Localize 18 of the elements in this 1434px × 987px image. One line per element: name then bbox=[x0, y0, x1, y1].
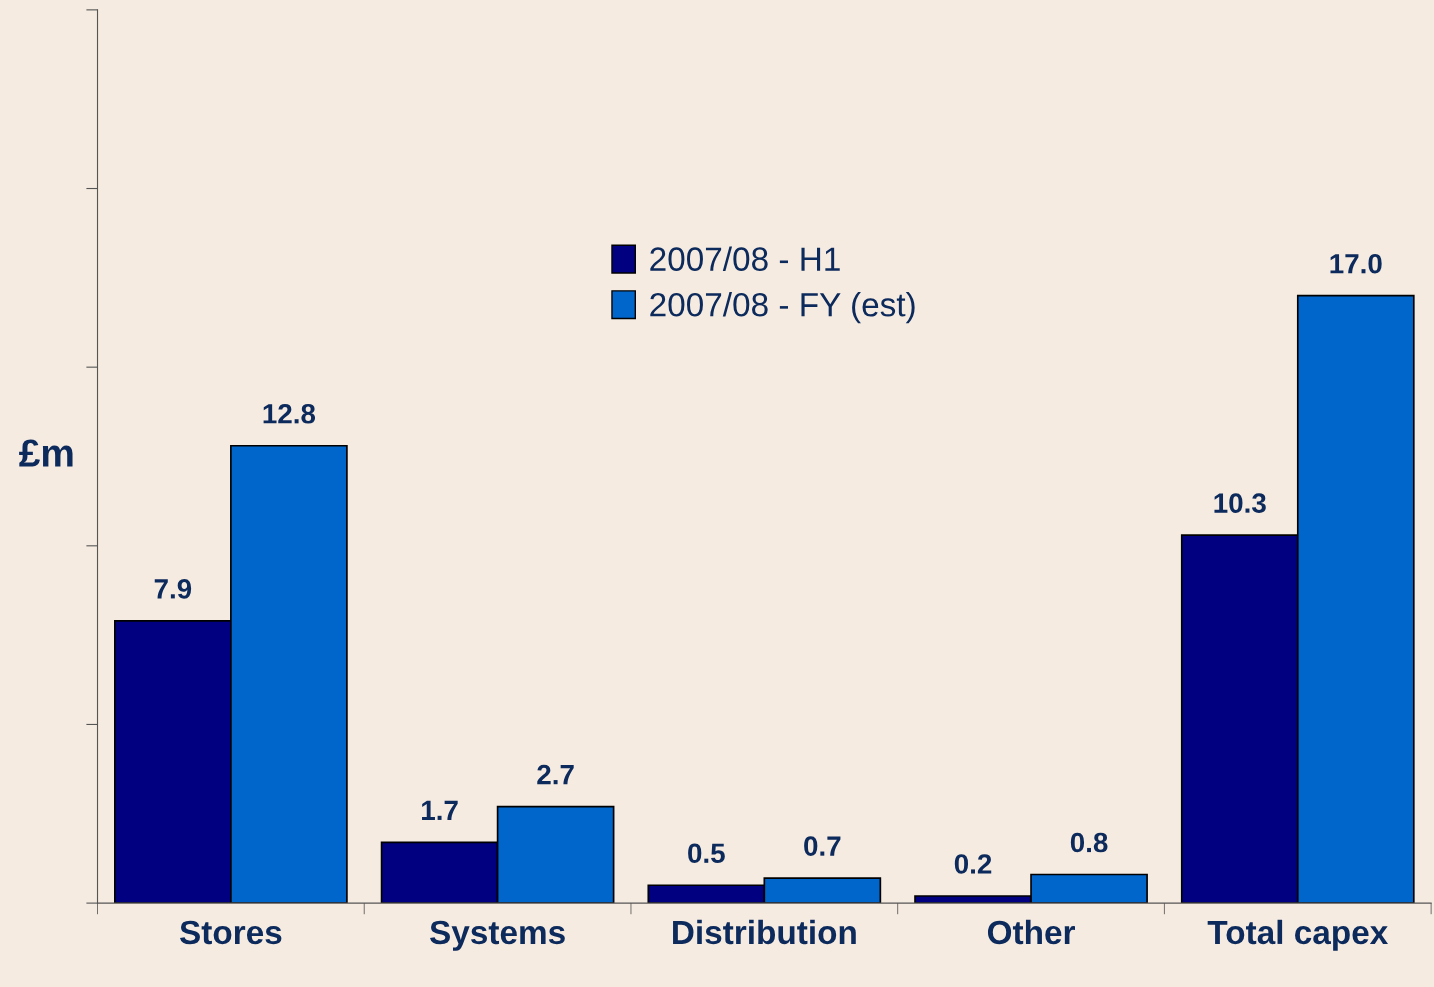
legend-label: 2007/08 - H1 bbox=[650, 246, 840, 271]
data-label: 0.5 bbox=[688, 843, 725, 864]
x-tick-label: Distribution bbox=[673, 919, 856, 945]
x-tick-label: Systems bbox=[430, 920, 565, 951]
legend-label: 2007/08 - FY (est) bbox=[650, 292, 915, 324]
x-tick-label: Other bbox=[987, 919, 1075, 945]
data-label: 0.2 bbox=[954, 854, 992, 874]
y-axis-title: £m bbox=[19, 439, 73, 467]
x-tick-label: Stores bbox=[179, 920, 282, 945]
data-label: 10.3 bbox=[1214, 493, 1266, 513]
data-label: 1.7 bbox=[422, 800, 458, 820]
data-label: 0.8 bbox=[1070, 832, 1108, 853]
data-label: 17.0 bbox=[1330, 253, 1382, 274]
data-label: 7.9 bbox=[154, 579, 192, 599]
x-tick-label: Total capex bbox=[1207, 919, 1389, 951]
data-label: 12.8 bbox=[263, 403, 316, 424]
data-label: 0.7 bbox=[804, 836, 841, 856]
data-label: 2.7 bbox=[537, 764, 574, 785]
